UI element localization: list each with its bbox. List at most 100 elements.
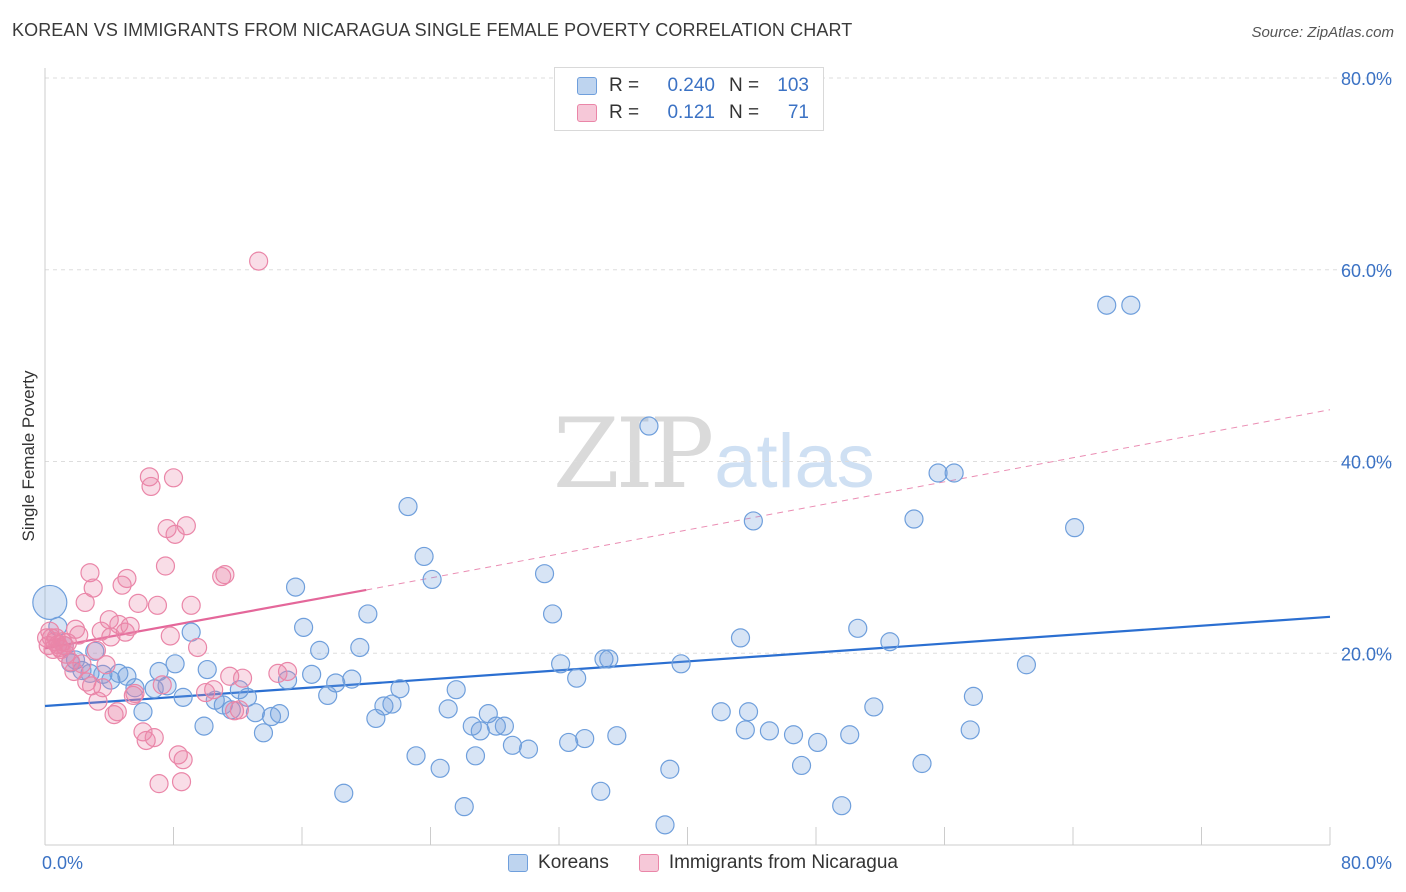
point-koreans bbox=[832, 796, 852, 816]
point-koreans bbox=[791, 755, 812, 776]
point-nicaragua bbox=[80, 563, 100, 583]
point-nicaragua bbox=[229, 700, 249, 720]
point-koreans bbox=[743, 511, 763, 531]
point-koreans bbox=[197, 659, 217, 680]
point-koreans bbox=[655, 815, 675, 835]
point-koreans bbox=[253, 723, 274, 743]
point-nicaragua bbox=[81, 676, 102, 696]
legend-r-value: 0.121 bbox=[667, 102, 715, 123]
x-tick-label: 80.0% bbox=[1341, 853, 1392, 873]
watermark-zip: ZIP bbox=[553, 398, 714, 510]
point-nicaragua bbox=[149, 774, 169, 794]
point-koreans bbox=[912, 753, 932, 774]
point-koreans bbox=[808, 732, 828, 753]
point-koreans bbox=[567, 668, 587, 688]
point-koreans bbox=[594, 649, 614, 669]
legend-n-label: N = bbox=[729, 75, 760, 96]
point-nicaragua bbox=[139, 467, 160, 487]
point-nicaragua bbox=[173, 750, 193, 770]
point-koreans bbox=[711, 702, 731, 722]
point-nicaragua bbox=[147, 595, 168, 615]
point-nicaragua bbox=[204, 680, 224, 700]
point-koreans bbox=[85, 641, 105, 661]
point-nicaragua bbox=[212, 566, 232, 587]
point-koreans bbox=[245, 703, 266, 723]
point-koreans bbox=[486, 716, 506, 736]
series-legend: Koreans Immigrants from Nicaragua bbox=[0, 852, 1406, 874]
trend-lines bbox=[44, 409, 1331, 708]
point-koreans bbox=[398, 496, 418, 517]
point-nicaragua bbox=[215, 565, 235, 585]
point-koreans bbox=[117, 666, 137, 686]
point-nicaragua bbox=[53, 632, 73, 652]
trend-line-nicaragua bbox=[44, 588, 367, 650]
point-nicaragua bbox=[155, 556, 176, 576]
point-koreans bbox=[963, 686, 984, 706]
legend-r-label: R = bbox=[609, 75, 640, 96]
legend-n-label: N = bbox=[729, 102, 760, 123]
point-nicaragua bbox=[181, 595, 201, 615]
legend-label-koreans: Koreans bbox=[538, 852, 609, 873]
point-koreans bbox=[864, 697, 884, 717]
point-koreans bbox=[269, 704, 290, 724]
point-koreans bbox=[575, 728, 595, 749]
tick-labels: 20.0% 40.0% 60.0% 80.0% 0.0% 80.0% Single Fema… bbox=[19, 69, 1392, 873]
point-koreans bbox=[382, 694, 402, 714]
point-nicaragua bbox=[75, 592, 95, 613]
point-koreans bbox=[840, 725, 860, 745]
point-koreans bbox=[738, 702, 759, 722]
point-koreans bbox=[32, 584, 68, 621]
y-tick-label: 40.0% bbox=[1341, 453, 1392, 473]
point-koreans bbox=[928, 463, 948, 483]
point-nicaragua bbox=[152, 675, 172, 695]
y-axis-label: Single Female Poverty bbox=[19, 370, 38, 542]
point-nicaragua bbox=[160, 626, 180, 646]
point-nicaragua bbox=[144, 728, 164, 748]
trend-line-nicaragua-extension bbox=[366, 409, 1331, 591]
point-koreans bbox=[446, 680, 466, 700]
point-koreans bbox=[502, 735, 523, 755]
legend-swatch-nicaragua bbox=[638, 854, 659, 872]
point-koreans bbox=[465, 746, 486, 766]
point-nicaragua bbox=[104, 705, 124, 725]
legend-item-koreans: Koreans bbox=[508, 852, 609, 874]
point-koreans bbox=[438, 699, 458, 719]
point-koreans bbox=[358, 604, 378, 624]
point-koreans bbox=[229, 680, 249, 700]
point-nicaragua bbox=[64, 661, 84, 682]
legend-r-label: R = bbox=[609, 102, 640, 123]
y-tick-label: 20.0% bbox=[1341, 644, 1392, 664]
legend-item-nicaragua: Immigrants from Nicaragua bbox=[638, 852, 898, 874]
chart-title: KOREAN VS IMMIGRANTS FROM NICARAGUA SING… bbox=[12, 20, 853, 40]
point-koreans bbox=[494, 716, 514, 736]
data-points bbox=[32, 251, 1141, 835]
point-koreans bbox=[374, 696, 394, 716]
point-koreans bbox=[350, 637, 370, 658]
point-koreans bbox=[390, 679, 410, 699]
point-nicaragua bbox=[171, 772, 192, 792]
grid-lines bbox=[45, 77, 1392, 654]
point-koreans bbox=[194, 716, 214, 736]
point-koreans bbox=[285, 577, 306, 597]
point-nicaragua bbox=[176, 516, 196, 536]
y-tick-label: 80.0% bbox=[1341, 69, 1392, 89]
point-koreans bbox=[406, 746, 426, 766]
axes bbox=[44, 68, 1331, 846]
point-koreans bbox=[310, 640, 330, 660]
point-koreans bbox=[730, 628, 751, 648]
point-koreans bbox=[133, 702, 153, 722]
point-koreans bbox=[470, 721, 490, 741]
point-koreans bbox=[302, 664, 322, 684]
source-credit: Source: ZipAtlas.com bbox=[1251, 24, 1394, 41]
legend-swatch-koreans bbox=[508, 854, 529, 872]
point-koreans bbox=[430, 758, 450, 778]
point-koreans bbox=[551, 654, 571, 674]
point-koreans bbox=[944, 463, 964, 483]
point-nicaragua bbox=[107, 702, 127, 722]
point-nicaragua bbox=[117, 568, 137, 589]
point-koreans bbox=[735, 720, 755, 740]
legend-r-value: 0.240 bbox=[667, 75, 715, 96]
point-koreans bbox=[1097, 295, 1117, 315]
point-nicaragua bbox=[163, 468, 184, 488]
point-koreans bbox=[342, 669, 362, 689]
